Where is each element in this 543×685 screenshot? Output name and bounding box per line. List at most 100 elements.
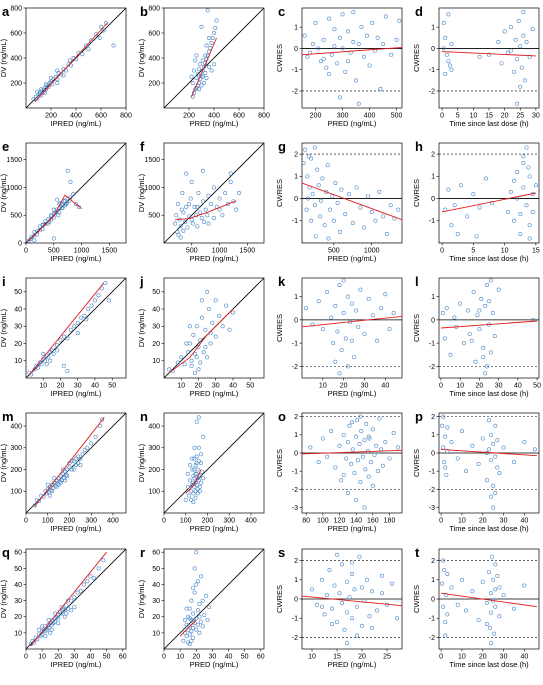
data-point bbox=[502, 29, 507, 34]
data-point bbox=[202, 613, 207, 618]
data-point bbox=[56, 616, 61, 621]
data-point bbox=[337, 35, 342, 40]
data-point bbox=[505, 209, 510, 214]
data-point bbox=[203, 327, 208, 332]
y-tick-label: 300 bbox=[148, 445, 160, 452]
x-axis-label: PRED (ng/mL) bbox=[328, 660, 377, 669]
y-tick-label: 60 bbox=[14, 550, 22, 557]
data-point bbox=[324, 593, 329, 598]
data-point bbox=[65, 168, 70, 173]
x-tick-label: 1500 bbox=[102, 248, 118, 255]
data-point bbox=[310, 42, 315, 47]
x-axis-label: IPRED (ng/mL) bbox=[51, 119, 102, 128]
data-point bbox=[212, 30, 217, 35]
data-point bbox=[337, 95, 342, 100]
data-point bbox=[339, 187, 344, 192]
x-tick-label: 1500 bbox=[240, 248, 256, 255]
x-tick-label: 20 bbox=[479, 518, 487, 525]
panel-letter: c bbox=[278, 4, 285, 19]
y-tick-label: -1 bbox=[429, 218, 435, 225]
data-point bbox=[37, 499, 42, 504]
data-point bbox=[193, 495, 198, 500]
data-point bbox=[519, 65, 524, 70]
data-point bbox=[65, 369, 70, 374]
x-tick-label: 15 bbox=[532, 248, 540, 255]
data-point bbox=[187, 214, 192, 219]
data-point bbox=[302, 33, 307, 38]
data-point bbox=[358, 205, 363, 210]
data-point bbox=[72, 324, 77, 329]
data-point bbox=[448, 352, 453, 357]
data-point bbox=[477, 308, 482, 313]
data-point bbox=[42, 86, 47, 91]
y-tick-label: -1 bbox=[429, 341, 435, 348]
data-point bbox=[213, 334, 218, 339]
data-point bbox=[217, 313, 222, 318]
panel-letter: m bbox=[2, 409, 14, 424]
data-point bbox=[64, 603, 69, 608]
data-point bbox=[445, 571, 450, 576]
y-tick-label: 0 bbox=[294, 46, 298, 53]
data-point bbox=[103, 281, 108, 286]
data-point bbox=[189, 363, 194, 368]
data-point bbox=[179, 355, 184, 360]
data-point bbox=[32, 503, 37, 508]
data-point bbox=[369, 625, 374, 630]
data-point bbox=[391, 430, 396, 435]
data-point bbox=[356, 324, 361, 329]
data-point bbox=[204, 43, 209, 48]
data-point bbox=[355, 458, 360, 463]
y-tick-label: 300 bbox=[10, 445, 22, 452]
data-point bbox=[89, 303, 94, 308]
data-point bbox=[210, 35, 215, 40]
data-point bbox=[518, 212, 523, 217]
data-point bbox=[464, 469, 469, 474]
trend-line bbox=[28, 194, 82, 242]
data-point bbox=[194, 482, 199, 487]
data-point bbox=[369, 589, 374, 594]
data-point bbox=[230, 310, 235, 315]
data-point bbox=[60, 471, 65, 476]
y-tick-label: 0 bbox=[431, 596, 435, 603]
data-point bbox=[45, 83, 50, 88]
data-point bbox=[305, 54, 310, 59]
x-tick-label: 200 bbox=[45, 113, 57, 120]
data-point bbox=[51, 351, 56, 356]
data-point bbox=[42, 358, 47, 363]
data-point bbox=[196, 344, 201, 349]
panel-letter: s bbox=[278, 545, 285, 560]
data-point bbox=[383, 14, 388, 19]
trend-line bbox=[191, 37, 217, 97]
data-point bbox=[191, 611, 196, 616]
data-point bbox=[188, 478, 193, 483]
data-point bbox=[76, 460, 81, 465]
data-point bbox=[183, 497, 188, 502]
trend-line bbox=[302, 182, 402, 221]
y-tick-label: 50 bbox=[14, 289, 22, 296]
data-point bbox=[442, 336, 447, 341]
data-point bbox=[210, 320, 215, 325]
data-point bbox=[32, 238, 37, 243]
data-point bbox=[470, 443, 475, 448]
data-point bbox=[82, 447, 87, 452]
data-point bbox=[444, 52, 449, 57]
data-point bbox=[189, 629, 194, 634]
data-point bbox=[489, 494, 494, 499]
y-axis-label: CWRES bbox=[412, 179, 421, 207]
x-tick-label: 200 bbox=[310, 113, 322, 120]
data-point bbox=[526, 165, 531, 170]
identity-line bbox=[164, 413, 264, 513]
data-point bbox=[106, 298, 111, 303]
data-point bbox=[340, 46, 345, 51]
y-tick-label: 1 bbox=[431, 174, 435, 181]
data-point bbox=[188, 196, 193, 201]
y-tick-label: 1 bbox=[431, 25, 435, 32]
identity-line bbox=[164, 8, 264, 108]
trend-line bbox=[302, 595, 402, 607]
y-tick-label: -1 bbox=[429, 469, 435, 476]
data-point bbox=[441, 414, 446, 419]
panel-letter: k bbox=[278, 274, 286, 289]
data-point bbox=[521, 33, 526, 38]
data-point bbox=[395, 445, 400, 450]
data-point bbox=[333, 181, 338, 186]
